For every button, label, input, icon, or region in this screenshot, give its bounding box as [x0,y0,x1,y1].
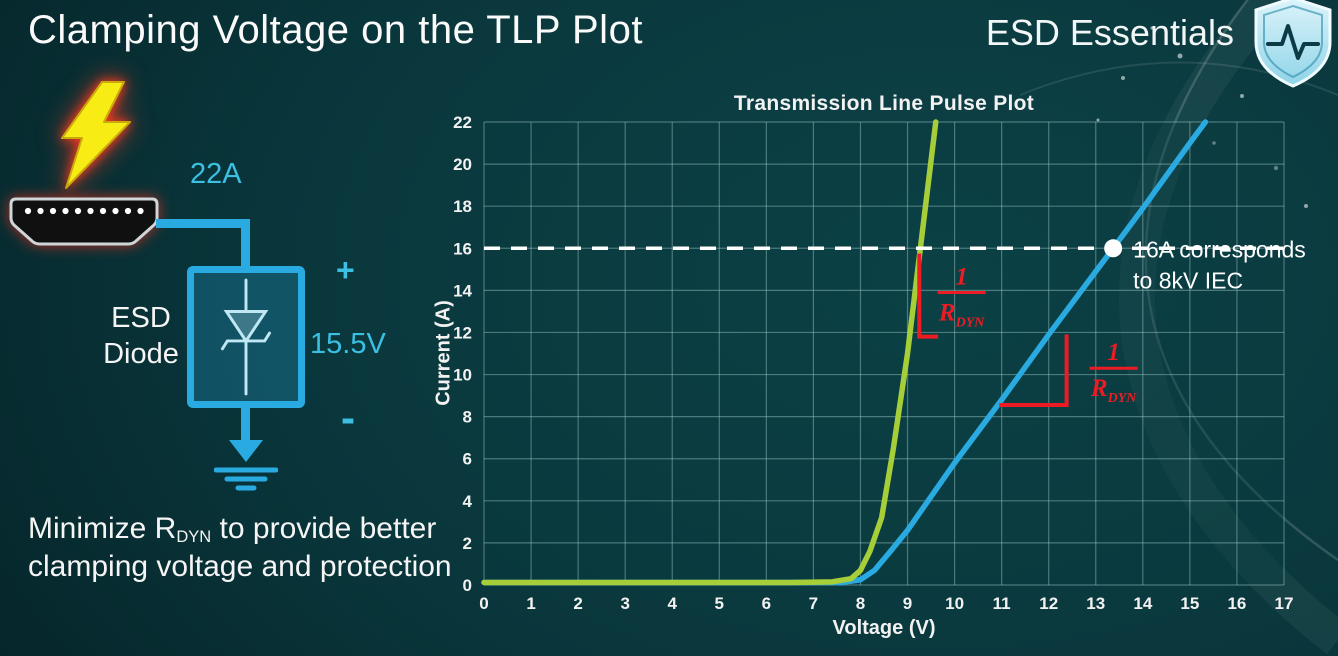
svg-text:2: 2 [573,594,582,613]
ground-symbol-icon [214,467,278,491]
svg-text:1: 1 [955,263,968,290]
surge-current-label: 22A [190,158,242,190]
svg-text:16: 16 [1227,594,1246,613]
svg-text:1: 1 [1107,339,1120,366]
svg-text:0: 0 [479,594,488,613]
wire-segment-horizontal [156,219,250,228]
slope-marker [999,334,1069,408]
svg-text:17: 17 [1275,594,1294,613]
slope-marker [917,253,939,339]
svg-text:10: 10 [453,366,472,385]
iec-marker-label: 16A corresponds [1133,236,1306,262]
svg-text:0: 0 [463,576,472,595]
y-axis-label: Current (A) [432,300,455,406]
svg-text:4: 4 [463,492,473,511]
svg-text:2: 2 [463,534,472,553]
hdmi-connector-icon [9,197,159,246]
svg-text:14: 14 [1133,594,1152,613]
svg-text:1: 1 [526,594,535,613]
zener-diode-symbol-icon [220,278,272,396]
svg-text:18: 18 [453,197,472,216]
svg-text:6: 6 [463,450,472,469]
polarity-plus-label: + [336,252,355,288]
iec-marker-dot [1104,239,1123,258]
svg-text:8: 8 [856,594,865,613]
footer-note: Minimize RDYN to provide better clamping… [28,510,453,586]
svg-text:9: 9 [903,594,912,613]
connector-pins [24,207,144,215]
brand-title: ESD Essentials [985,12,1234,53]
svg-text:13: 13 [1086,594,1105,613]
footer-note-subscript: DYN [176,528,212,547]
component-label: ESD Diode [96,300,186,373]
svg-text:14: 14 [453,281,472,300]
swoosh-line [1144,0,1338,562]
svg-text:4: 4 [668,594,678,613]
svg-text:22: 22 [453,113,472,132]
svg-text:12: 12 [1039,594,1058,613]
clamp-voltage-label: 15.5V [310,328,386,360]
svg-text:16: 16 [453,239,472,258]
svg-text:RDYN: RDYN [1090,375,1137,406]
component-label-line2: Diode [103,338,179,371]
polarity-minus-label: - [341,394,355,441]
series-low-rdyn-green-curve [481,119,939,586]
svg-text:6: 6 [762,594,771,613]
wire-segment-to-ground [241,404,250,442]
svg-text:12: 12 [453,323,472,342]
wire-segment-vertical [241,219,250,271]
svg-text:10: 10 [945,594,964,613]
particle-dots [1096,26,1308,208]
svg-text:15: 15 [1180,594,1199,613]
svg-text:11: 11 [993,594,1011,613]
svg-text:3: 3 [620,594,629,613]
svg-text:5: 5 [715,594,724,613]
axis-tick-labels: 0 1 2 3 4 5 6 7 8 9 10 11 12 13 14 15 16 1702468101214161… [453,113,1293,613]
svg-text:7: 7 [809,594,818,613]
lightning-bolt-icon [61,81,131,189]
component-label-line1: ESD [111,302,171,334]
chart-title: Transmission Line Pulse Plot [733,92,1035,115]
footer-note-suffix: to provide better clamping voltage and p… [28,512,452,584]
iec-marker-label: to 8kV IEC [1133,267,1243,293]
shield-pulse-logo-icon [1254,0,1332,88]
svg-text:8: 8 [463,408,472,427]
footer-note-prefix: Minimize R [28,512,177,545]
slide-title: Clamping Voltage on the TLP Plot [28,8,643,52]
x-axis-label: Voltage (V) [832,617,936,639]
svg-text:20: 20 [453,155,472,174]
current-arrow-icon [229,440,263,462]
rdyn-fraction-label: 1 RDYN [1089,339,1138,406]
swoosh-band [1119,0,1338,655]
series-high-rdyn-blue-curve [481,119,1209,586]
